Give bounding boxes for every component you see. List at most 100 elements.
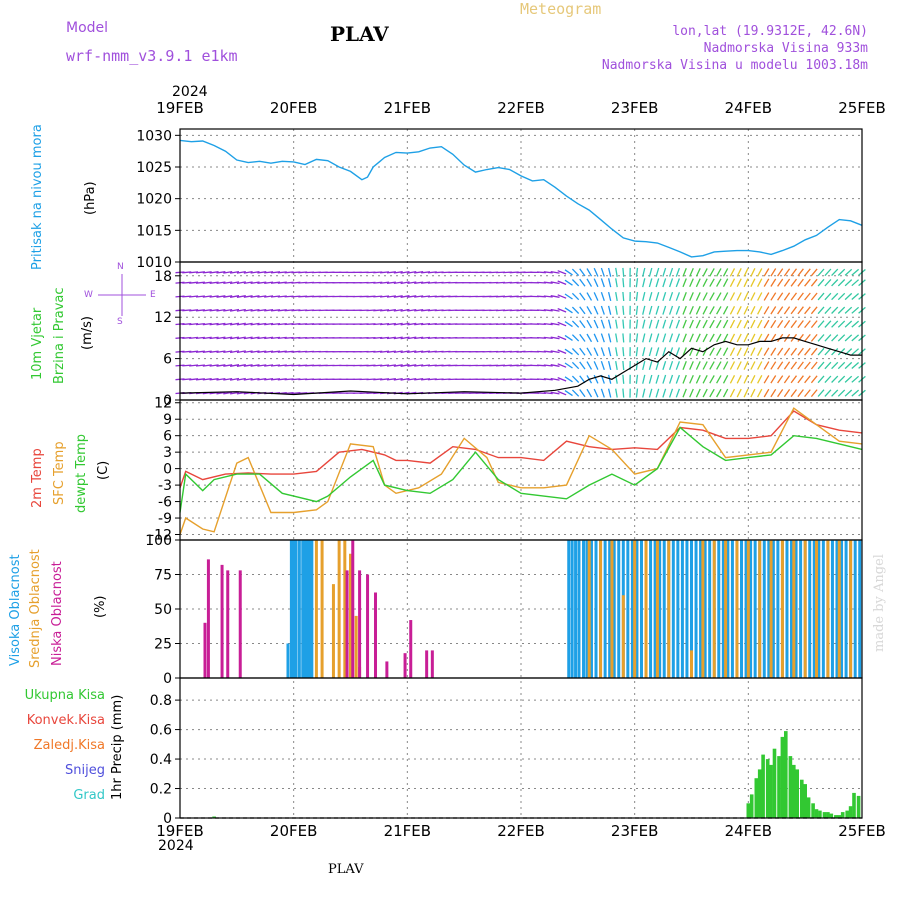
wind-arrow — [695, 361, 701, 370]
wind-arrow — [736, 375, 742, 384]
wind-arrow — [837, 279, 846, 287]
wind-arrow — [790, 306, 798, 315]
wind-arrow — [202, 295, 212, 298]
wind-arrow — [777, 320, 784, 329]
wind-arrow — [557, 390, 567, 396]
wind-arrow — [400, 281, 410, 285]
wind-arrow — [722, 292, 729, 301]
wind-arrow — [851, 375, 860, 383]
y-tick-label: 9 — [163, 412, 172, 428]
wind-arrow — [729, 268, 736, 277]
wind-arrow — [783, 389, 791, 398]
wind-arrow — [257, 295, 267, 298]
wind-arrow — [229, 391, 240, 395]
wind-arrow — [695, 305, 701, 315]
wind-arrow — [817, 347, 825, 356]
precip-bar — [856, 795, 861, 818]
wind-arrow — [642, 278, 646, 288]
wind-arrow — [797, 268, 804, 277]
wind-arrow — [202, 364, 212, 367]
wind-arrow — [195, 336, 205, 340]
wind-arrow — [600, 305, 605, 315]
wind-arrow — [851, 334, 860, 342]
wind-arrow — [571, 389, 580, 397]
wind-arrow — [743, 278, 749, 288]
wind-arrow — [600, 267, 605, 277]
wind-arrow — [702, 306, 708, 315]
wind-arrow — [216, 377, 226, 381]
wind-arrow — [817, 278, 825, 287]
wind-arrow — [635, 319, 639, 329]
wind-arrow — [543, 281, 553, 284]
wind-arrow — [607, 291, 612, 302]
wind-arrow — [662, 361, 667, 370]
y-tick-label: 12 — [154, 396, 172, 412]
wind-arrow — [400, 295, 410, 298]
legend-snijeg: Snijeg — [65, 763, 105, 778]
wind-arrow — [702, 375, 708, 384]
wind-arrow — [797, 347, 804, 356]
wind-arrow — [615, 347, 618, 357]
wind-arrow — [202, 350, 212, 353]
wind-arrow — [189, 309, 199, 312]
wind-arrow — [810, 292, 818, 301]
wind-arrow — [250, 336, 260, 340]
wind-arrow — [586, 319, 593, 329]
wind-arrow — [675, 267, 681, 277]
wind-arrow — [586, 388, 593, 398]
x-tick-label-bottom: 21FEB — [384, 822, 431, 840]
wind-arrow — [386, 295, 396, 298]
wind-arrow — [831, 375, 839, 383]
wind-arrow — [202, 322, 212, 326]
wind-arrow — [635, 291, 639, 302]
wind-arrow — [243, 364, 253, 367]
wind-arrow — [655, 267, 660, 277]
y-tick-label: -6 — [158, 495, 172, 511]
wind-arrow — [593, 388, 599, 398]
wind-arrow — [750, 278, 756, 287]
wind-arrow — [736, 292, 742, 301]
y-tick-label: 1025 — [136, 160, 172, 176]
wind-arrow — [243, 350, 253, 354]
precip-bar — [840, 812, 845, 818]
wind-arrow — [216, 295, 226, 298]
wind-arrow — [817, 375, 825, 384]
wind-arrow — [257, 309, 267, 312]
wind-arrow — [195, 271, 205, 274]
wind-arrow — [695, 292, 701, 301]
wind-arrow — [600, 278, 605, 288]
wind-arrow — [689, 267, 694, 277]
wind-arrow — [550, 270, 560, 274]
wind-arrow — [571, 320, 580, 328]
wind-arrow — [797, 278, 804, 287]
wind-arrow — [257, 271, 267, 274]
wind-arrow — [557, 376, 567, 382]
wind-arrow — [264, 271, 274, 274]
wind-arrow — [750, 268, 756, 277]
wind-arrow — [615, 267, 618, 277]
wind-arrow — [851, 306, 860, 314]
wind-arrow — [380, 309, 390, 312]
wind-arrow — [209, 271, 219, 274]
compass-north: N — [117, 262, 124, 272]
wind-arrow — [648, 347, 653, 357]
wind-arrow — [804, 306, 811, 315]
wind-arrow — [223, 364, 233, 367]
wind-arrow — [182, 336, 192, 339]
wind-arrow — [571, 375, 580, 383]
wind-arrow — [414, 364, 424, 367]
wind-arrow — [729, 319, 736, 329]
wind-arrow — [662, 319, 667, 329]
wind-arrow — [702, 278, 708, 287]
wind-arrow — [770, 268, 777, 277]
wind-arrow — [550, 281, 560, 285]
wind-arrow — [797, 375, 804, 384]
wind-arrow — [243, 336, 253, 340]
wind-arrow — [810, 333, 818, 342]
wind-arrow — [729, 333, 736, 343]
wind-arrow — [702, 319, 708, 329]
wind-arrow — [790, 292, 798, 301]
wind-arrow — [393, 281, 403, 285]
y-tick-label: 1015 — [136, 223, 172, 239]
wind-arrow — [750, 361, 756, 370]
